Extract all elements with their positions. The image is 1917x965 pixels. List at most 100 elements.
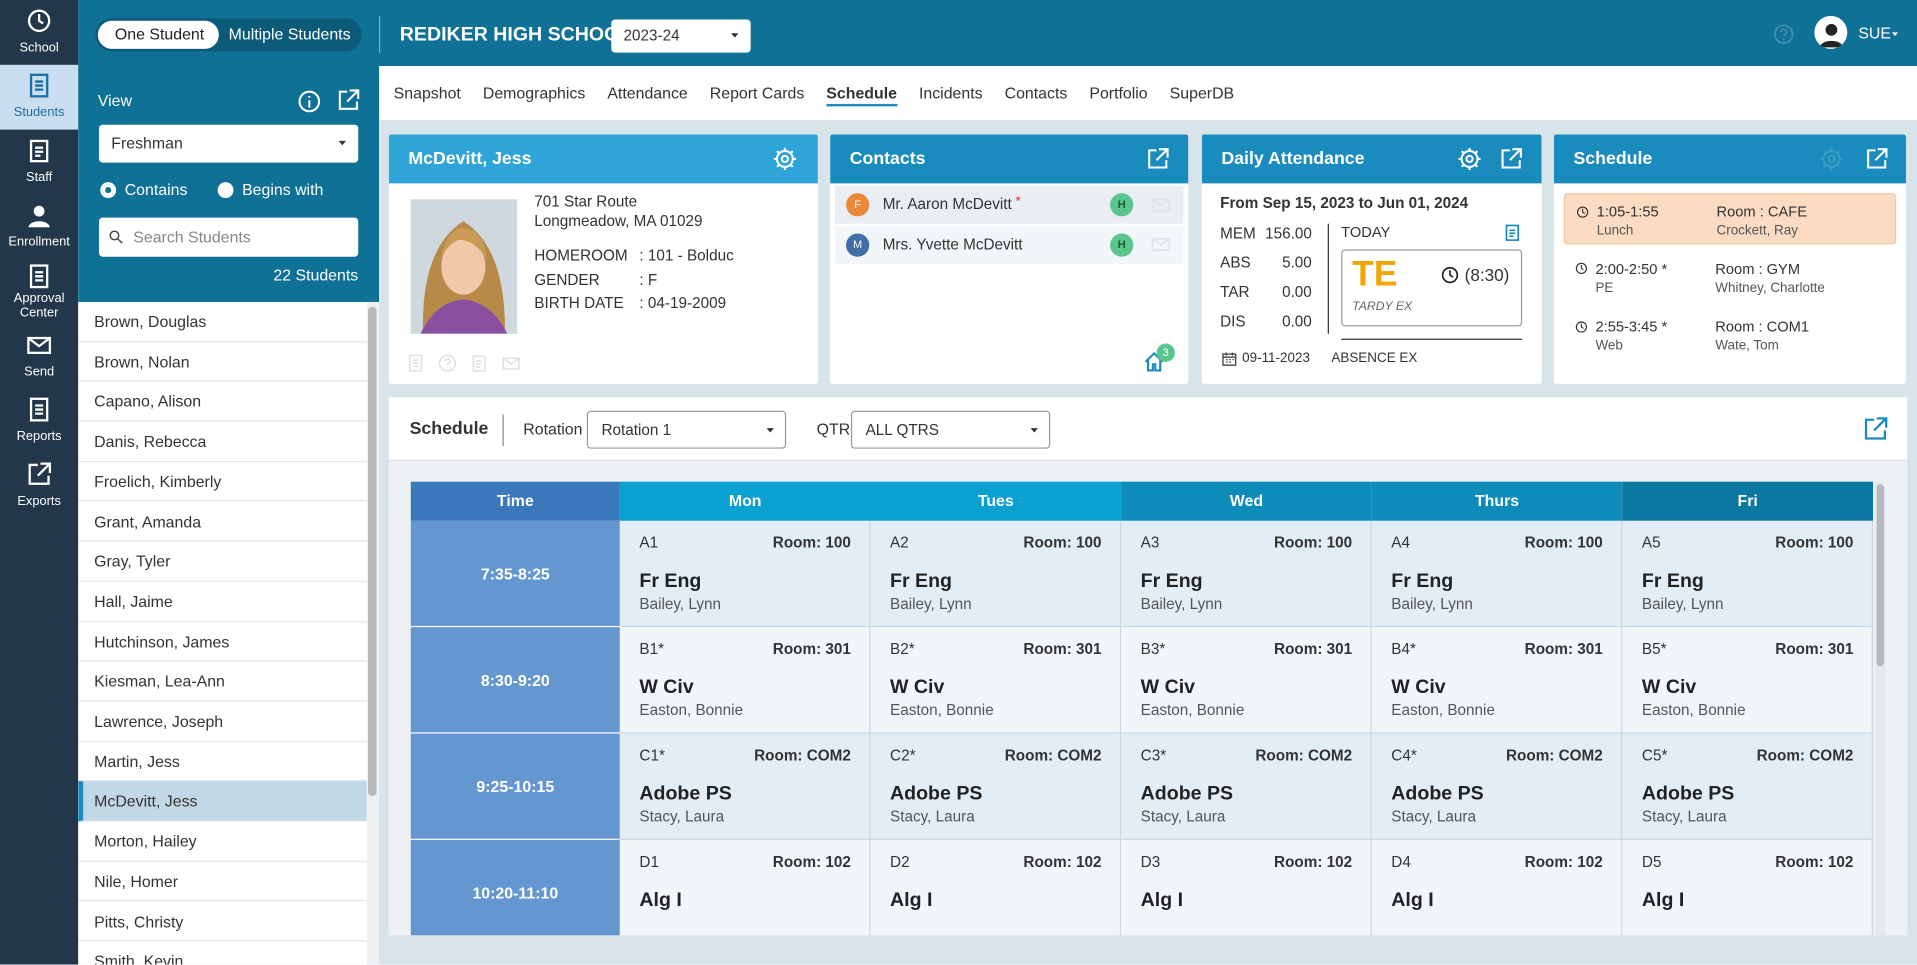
icon-info[interactable]: [297, 89, 321, 113]
nav-item[interactable]: Students: [0, 64, 79, 130]
nav-item[interactable]: School: [0, 0, 78, 65]
course: W Civ: [1140, 677, 1196, 699]
tab[interactable]: Schedule: [826, 83, 897, 103]
student-row[interactable]: Hutchinson, James: [78, 622, 367, 662]
schedule-cell[interactable]: D4 Room: 102 Alg I: [1371, 839, 1623, 936]
student-name: Froelich, Kimberly: [94, 472, 222, 491]
icon-ext[interactable]: [1499, 147, 1523, 171]
schedule-cell[interactable]: D1 Room: 102 Alg I: [619, 839, 871, 936]
icon-ext[interactable]: [336, 88, 360, 112]
icon-gear[interactable]: [1457, 147, 1481, 171]
schedule-cell[interactable]: B1* Room: 301 W Civ Easton, Bonnie: [619, 627, 871, 734]
toggle-option[interactable]: One Student: [114, 25, 205, 44]
student-row[interactable]: Morton, Hailey: [78, 822, 367, 862]
schedule-cell[interactable]: B5* Room: 301 W Civ Easton, Bonnie: [1622, 627, 1873, 734]
student-row[interactable]: Martin, Jess: [78, 742, 367, 782]
student-row[interactable]: Lawrence, Joseph: [78, 702, 367, 742]
student-row[interactable]: Brown, Nolan: [78, 342, 367, 382]
icon-ext[interactable]: [1864, 147, 1888, 171]
icon-ext[interactable]: [1146, 147, 1170, 171]
icon-doc[interactable]: [406, 353, 426, 373]
student-name: Lawrence, Joseph: [94, 712, 224, 731]
tab[interactable]: Demographics: [482, 83, 586, 103]
tab[interactable]: Contacts: [1004, 83, 1068, 103]
nav-item[interactable]: Exports: [0, 454, 78, 519]
schedule-item[interactable]: 2:00-2:50 * PE Room : GYM Whitney, Charlott…: [1564, 251, 1897, 302]
student-row[interactable]: Grant, Amanda: [78, 502, 367, 542]
icon-help[interactable]: [1773, 23, 1795, 45]
tab[interactable]: SuperDB: [1169, 83, 1235, 103]
schedule-cell[interactable]: B3* Room: 301 W Civ Easton, Bonnie: [1121, 627, 1372, 734]
user-name[interactable]: SUE: [1858, 23, 1892, 43]
schedule-cell[interactable]: A5 Room: 100 Fr Eng Bailey, Lynn: [1622, 520, 1873, 628]
student-name: Danis, Rebecca: [94, 432, 207, 451]
icon-mail[interactable]: [1150, 194, 1171, 215]
icon-clip[interactable]: [469, 353, 489, 373]
stat-label: ABS: [1220, 254, 1251, 272]
item-sub: PE: [1595, 280, 1614, 296]
student-row[interactable]: Hall, Jaime: [78, 582, 367, 622]
nav-item[interactable]: Approval Center: [0, 259, 78, 324]
schedule-cell[interactable]: D3 Room: 102 Alg I: [1121, 839, 1372, 936]
tab[interactable]: Snapshot: [393, 83, 461, 103]
radio[interactable]: [100, 182, 117, 199]
student-row[interactable]: Danis, Rebecca: [78, 422, 367, 462]
field-value: : 04-19-2009: [639, 294, 727, 312]
icon-clip: [26, 137, 53, 164]
qtr-select[interactable]: ALL QTRS: [850, 410, 1051, 449]
schedule-item[interactable]: 1:05-1:55 Lunch Room : CAFE Crockett, Ray: [1563, 193, 1897, 245]
icon-gear[interactable]: [773, 147, 797, 171]
icon-clip[interactable]: [1503, 223, 1523, 243]
student-row[interactable]: Smith, Kevin: [78, 942, 367, 965]
qtr-label: QTR: [816, 419, 851, 439]
contact-row[interactable]: M Mrs. Yvette McDevitt H: [835, 225, 1184, 264]
icon-svg: [1575, 262, 1587, 274]
icon-mail[interactable]: [501, 353, 521, 373]
student-row[interactable]: Pitts, Christy: [78, 902, 367, 942]
schedule-cell[interactable]: D5 Room: 102 Alg I: [1622, 839, 1873, 936]
schedule-item[interactable]: 2:55-3:45 * Web Room : COM1 Wate, Tom: [1564, 309, 1897, 360]
view-select[interactable]: Freshman: [99, 124, 359, 163]
nav-item[interactable]: Enrollment: [0, 194, 78, 259]
course: Alg I: [1140, 890, 1184, 911]
icon-mail[interactable]: [1150, 234, 1171, 255]
student-row[interactable]: Froelich, Kimberly: [78, 462, 367, 502]
contact-row[interactable]: F Mr. Aaron McDevitt * H: [835, 185, 1184, 224]
schedule-cell[interactable]: C4* Room: COM2 Adobe PS Stacy, Laura: [1371, 733, 1623, 840]
schedule-cell[interactable]: A4 Room: 100 Fr Eng Bailey, Lynn: [1371, 520, 1623, 628]
student-row[interactable]: Gray, Tyler: [78, 542, 367, 582]
schedule-cell[interactable]: C5* Room: COM2 Adobe PS Stacy, Laura: [1622, 733, 1873, 840]
icon-ext[interactable]: [1862, 416, 1889, 443]
student-row[interactable]: Kiesman, Lea-Ann: [78, 662, 367, 702]
student-row[interactable]: Nile, Homer: [78, 862, 367, 902]
schedule-cell[interactable]: C3* Room: COM2 Adobe PS Stacy, Laura: [1121, 733, 1372, 840]
nav-item[interactable]: Staff: [0, 130, 78, 195]
nav-item[interactable]: Send: [0, 324, 78, 389]
tab[interactable]: Attendance: [607, 83, 688, 103]
schedule-cell[interactable]: B4* Room: 301 W Civ Easton, Bonnie: [1371, 627, 1623, 734]
student-row[interactable]: Capano, Alison: [78, 382, 367, 422]
schedule-cell[interactable]: D2 Room: 102 Alg I: [870, 839, 1122, 936]
tab[interactable]: Portfolio: [1089, 83, 1148, 103]
year-select[interactable]: 2023-24: [611, 19, 751, 53]
schedule-cell[interactable]: A1 Room: 100 Fr Eng Bailey, Lynn: [619, 520, 871, 628]
student-row[interactable]: McDevitt, Jess: [78, 781, 367, 822]
search-box[interactable]: Search Students: [99, 217, 359, 257]
period: C4*: [1391, 746, 1417, 765]
schedule-cell[interactable]: C2* Room: COM2 Adobe PS Stacy, Laura: [870, 733, 1122, 840]
nav-item[interactable]: Reports: [0, 389, 78, 454]
icon-help[interactable]: [438, 353, 458, 373]
schedule-cell[interactable]: C1* Room: COM2 Adobe PS Stacy, Laura: [619, 733, 871, 840]
schedule-cell[interactable]: B2* Room: 301 W Civ Easton, Bonnie: [870, 627, 1122, 734]
icon-svg: [1864, 417, 1888, 440]
tab[interactable]: Incidents: [918, 83, 983, 103]
student-row[interactable]: Brown, Douglas: [78, 302, 367, 342]
rotation-select[interactable]: Rotation 1: [586, 410, 787, 449]
icon-doc: [26, 72, 53, 99]
toggle-option[interactable]: Multiple Students: [228, 25, 351, 44]
icon-caret[interactable]: [1889, 28, 1901, 40]
schedule-cell[interactable]: A2 Room: 100 Fr Eng Bailey, Lynn: [870, 520, 1122, 628]
schedule-cell[interactable]: A3 Room: 100 Fr Eng Bailey, Lynn: [1121, 520, 1372, 628]
radio[interactable]: [217, 182, 234, 199]
tab[interactable]: Report Cards: [709, 83, 805, 103]
